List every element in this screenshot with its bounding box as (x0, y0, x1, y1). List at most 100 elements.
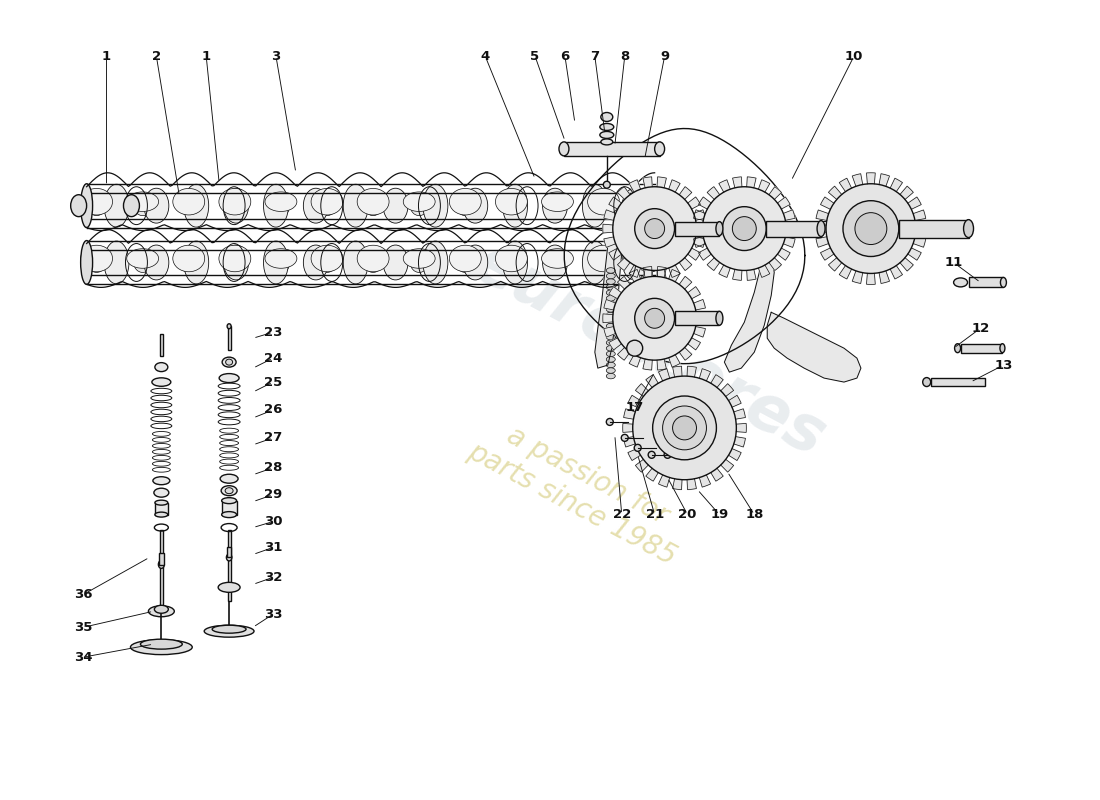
Ellipse shape (541, 249, 573, 268)
Polygon shape (694, 210, 705, 220)
Polygon shape (628, 395, 640, 407)
Ellipse shape (549, 253, 566, 273)
Circle shape (645, 308, 664, 328)
Ellipse shape (410, 196, 428, 216)
Ellipse shape (265, 249, 297, 268)
Ellipse shape (595, 196, 613, 216)
Circle shape (662, 406, 706, 450)
Polygon shape (890, 266, 902, 279)
Ellipse shape (226, 196, 244, 216)
Polygon shape (725, 253, 774, 372)
Polygon shape (636, 459, 648, 472)
Text: 29: 29 (264, 488, 282, 501)
Ellipse shape (104, 184, 129, 227)
Ellipse shape (205, 626, 254, 637)
Polygon shape (603, 314, 613, 322)
Text: 1: 1 (201, 50, 211, 62)
Bar (674, 222, 719, 235)
Ellipse shape (716, 222, 723, 235)
Polygon shape (694, 326, 705, 337)
Polygon shape (758, 180, 770, 192)
Ellipse shape (422, 184, 448, 227)
Polygon shape (734, 409, 746, 419)
Ellipse shape (621, 434, 628, 442)
Polygon shape (688, 286, 701, 298)
Ellipse shape (606, 312, 615, 318)
Polygon shape (778, 197, 790, 209)
Polygon shape (642, 359, 652, 370)
Ellipse shape (463, 245, 487, 280)
Ellipse shape (495, 189, 527, 215)
Polygon shape (867, 274, 876, 285)
Ellipse shape (606, 295, 615, 301)
Polygon shape (679, 186, 692, 199)
Text: 25: 25 (264, 375, 282, 389)
Ellipse shape (549, 196, 566, 216)
Ellipse shape (582, 184, 607, 227)
Polygon shape (718, 180, 730, 192)
Polygon shape (815, 224, 826, 233)
Polygon shape (698, 197, 712, 209)
Ellipse shape (964, 220, 974, 238)
Polygon shape (669, 265, 680, 278)
Ellipse shape (600, 131, 614, 138)
Ellipse shape (148, 606, 174, 617)
Ellipse shape (1000, 344, 1005, 353)
Ellipse shape (212, 626, 246, 633)
Ellipse shape (606, 318, 615, 323)
Polygon shape (821, 248, 834, 260)
Text: 30: 30 (264, 515, 283, 528)
Ellipse shape (606, 323, 615, 329)
Text: 2: 2 (152, 50, 161, 62)
Ellipse shape (272, 196, 290, 216)
Polygon shape (890, 178, 902, 192)
Ellipse shape (606, 334, 615, 340)
Ellipse shape (221, 512, 236, 518)
Ellipse shape (218, 582, 240, 592)
Circle shape (855, 213, 887, 245)
Ellipse shape (955, 344, 960, 353)
Polygon shape (624, 409, 635, 419)
Polygon shape (913, 210, 926, 221)
Text: 19: 19 (711, 508, 728, 521)
Ellipse shape (716, 311, 723, 326)
Ellipse shape (134, 196, 152, 216)
Polygon shape (720, 384, 734, 397)
Polygon shape (657, 177, 667, 188)
Ellipse shape (606, 279, 615, 284)
Text: 28: 28 (264, 462, 283, 474)
Bar (228, 326, 231, 350)
Ellipse shape (318, 253, 336, 273)
Polygon shape (879, 271, 890, 283)
Text: 36: 36 (75, 588, 92, 601)
Ellipse shape (664, 451, 671, 458)
Polygon shape (628, 449, 640, 461)
Ellipse shape (422, 241, 448, 284)
Polygon shape (636, 384, 648, 397)
Polygon shape (839, 178, 851, 192)
Ellipse shape (606, 418, 614, 426)
Ellipse shape (265, 192, 297, 211)
Ellipse shape (219, 189, 251, 215)
Ellipse shape (123, 194, 140, 217)
Ellipse shape (221, 486, 238, 496)
Text: 10: 10 (845, 50, 864, 62)
Ellipse shape (272, 253, 290, 273)
Ellipse shape (154, 606, 168, 614)
Polygon shape (679, 258, 692, 270)
Ellipse shape (456, 196, 474, 216)
Polygon shape (908, 248, 922, 260)
Polygon shape (688, 338, 701, 350)
Polygon shape (617, 258, 630, 270)
Polygon shape (828, 258, 842, 271)
Ellipse shape (606, 368, 615, 374)
Ellipse shape (70, 194, 87, 217)
Circle shape (672, 416, 696, 440)
Ellipse shape (542, 245, 568, 280)
Ellipse shape (226, 488, 233, 494)
Ellipse shape (587, 189, 619, 215)
Ellipse shape (154, 488, 168, 497)
Polygon shape (608, 286, 622, 298)
Ellipse shape (634, 189, 665, 215)
Bar (228, 547, 231, 558)
